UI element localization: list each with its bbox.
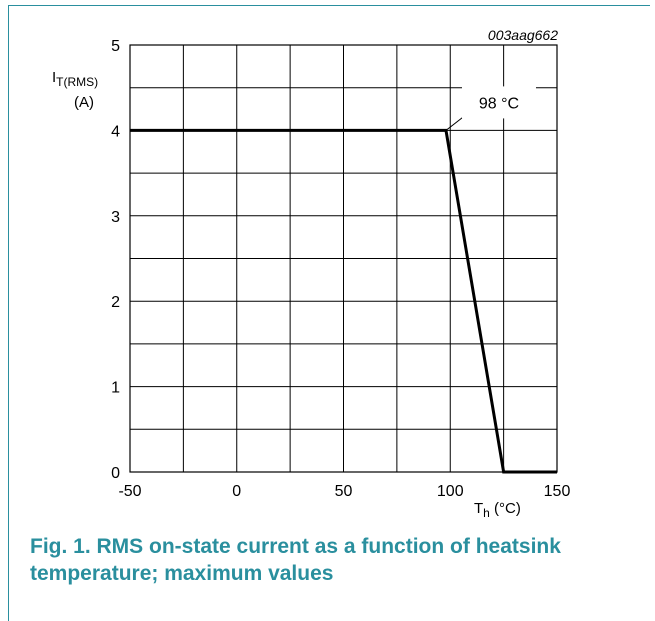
y-axis-unit: (A) xyxy=(74,94,94,111)
annotation-leader xyxy=(445,116,465,131)
plot-frame xyxy=(129,44,558,473)
y-axis-label-sub: T(RMS) xyxy=(56,75,98,89)
x-tick-label: 50 xyxy=(335,483,353,500)
x-axis-label-main: T xyxy=(474,500,483,517)
y-tick-label: 3 xyxy=(111,209,120,226)
series-line xyxy=(130,128,557,474)
figure-caption: Fig. 1. RMS on-state current as a functi… xyxy=(30,533,640,587)
x-tick-label: 0 xyxy=(232,483,241,500)
caption-line-1: Fig. 1. RMS on-state current as a functi… xyxy=(30,535,561,558)
x-axis-label-unit: (°C) xyxy=(490,500,521,517)
x-tick-label: 150 xyxy=(544,483,571,500)
y-axis-label: IT(RMS) xyxy=(52,69,98,89)
series xyxy=(130,128,557,474)
y-tick-label: 1 xyxy=(111,380,120,397)
y-tick-label: 5 xyxy=(111,38,120,55)
figure-frame-left xyxy=(8,5,9,621)
figure-frame-top xyxy=(8,5,650,6)
x-tick-label: 100 xyxy=(437,483,464,500)
annotation-label: 98 °C xyxy=(479,95,519,112)
x-axis-label: Th (°C) xyxy=(474,500,521,520)
y-tick-label: 2 xyxy=(111,294,120,311)
y-tick-label: 4 xyxy=(111,123,120,140)
y-axis-label-main: I xyxy=(52,69,56,86)
x-tick-label: -50 xyxy=(118,483,141,500)
caption-line-2: temperature; maximum values xyxy=(30,562,334,585)
figure-code: 003aag662 xyxy=(488,27,558,43)
x-axis-label-sub: h xyxy=(483,506,490,520)
labels: 003aag662 IT(RMS) (A) Th (°C) 98 °C xyxy=(52,27,558,520)
annotation-box xyxy=(461,86,536,119)
y-tick-label: 0 xyxy=(111,465,120,482)
